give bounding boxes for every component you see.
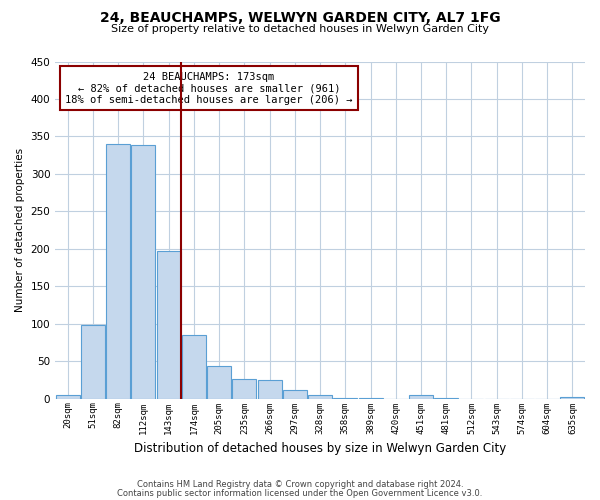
Bar — [232, 379, 256, 398]
Text: Contains HM Land Registry data © Crown copyright and database right 2024.: Contains HM Land Registry data © Crown c… — [137, 480, 463, 489]
Bar — [131, 146, 155, 398]
Bar — [81, 325, 105, 398]
Bar — [308, 395, 332, 398]
Bar — [56, 395, 80, 398]
Text: Size of property relative to detached houses in Welwyn Garden City: Size of property relative to detached ho… — [111, 24, 489, 34]
Bar — [106, 144, 130, 399]
Bar — [182, 335, 206, 398]
Y-axis label: Number of detached properties: Number of detached properties — [15, 148, 25, 312]
Text: Contains public sector information licensed under the Open Government Licence v3: Contains public sector information licen… — [118, 488, 482, 498]
Bar — [283, 390, 307, 398]
Text: 24 BEAUCHAMPS: 173sqm
← 82% of detached houses are smaller (961)
18% of semi-det: 24 BEAUCHAMPS: 173sqm ← 82% of detached … — [65, 72, 353, 105]
Bar — [207, 366, 231, 398]
Bar — [560, 397, 584, 398]
Bar — [257, 380, 281, 398]
Bar — [409, 395, 433, 398]
X-axis label: Distribution of detached houses by size in Welwyn Garden City: Distribution of detached houses by size … — [134, 442, 506, 455]
Text: 24, BEAUCHAMPS, WELWYN GARDEN CITY, AL7 1FG: 24, BEAUCHAMPS, WELWYN GARDEN CITY, AL7 … — [100, 11, 500, 25]
Bar — [157, 251, 181, 398]
